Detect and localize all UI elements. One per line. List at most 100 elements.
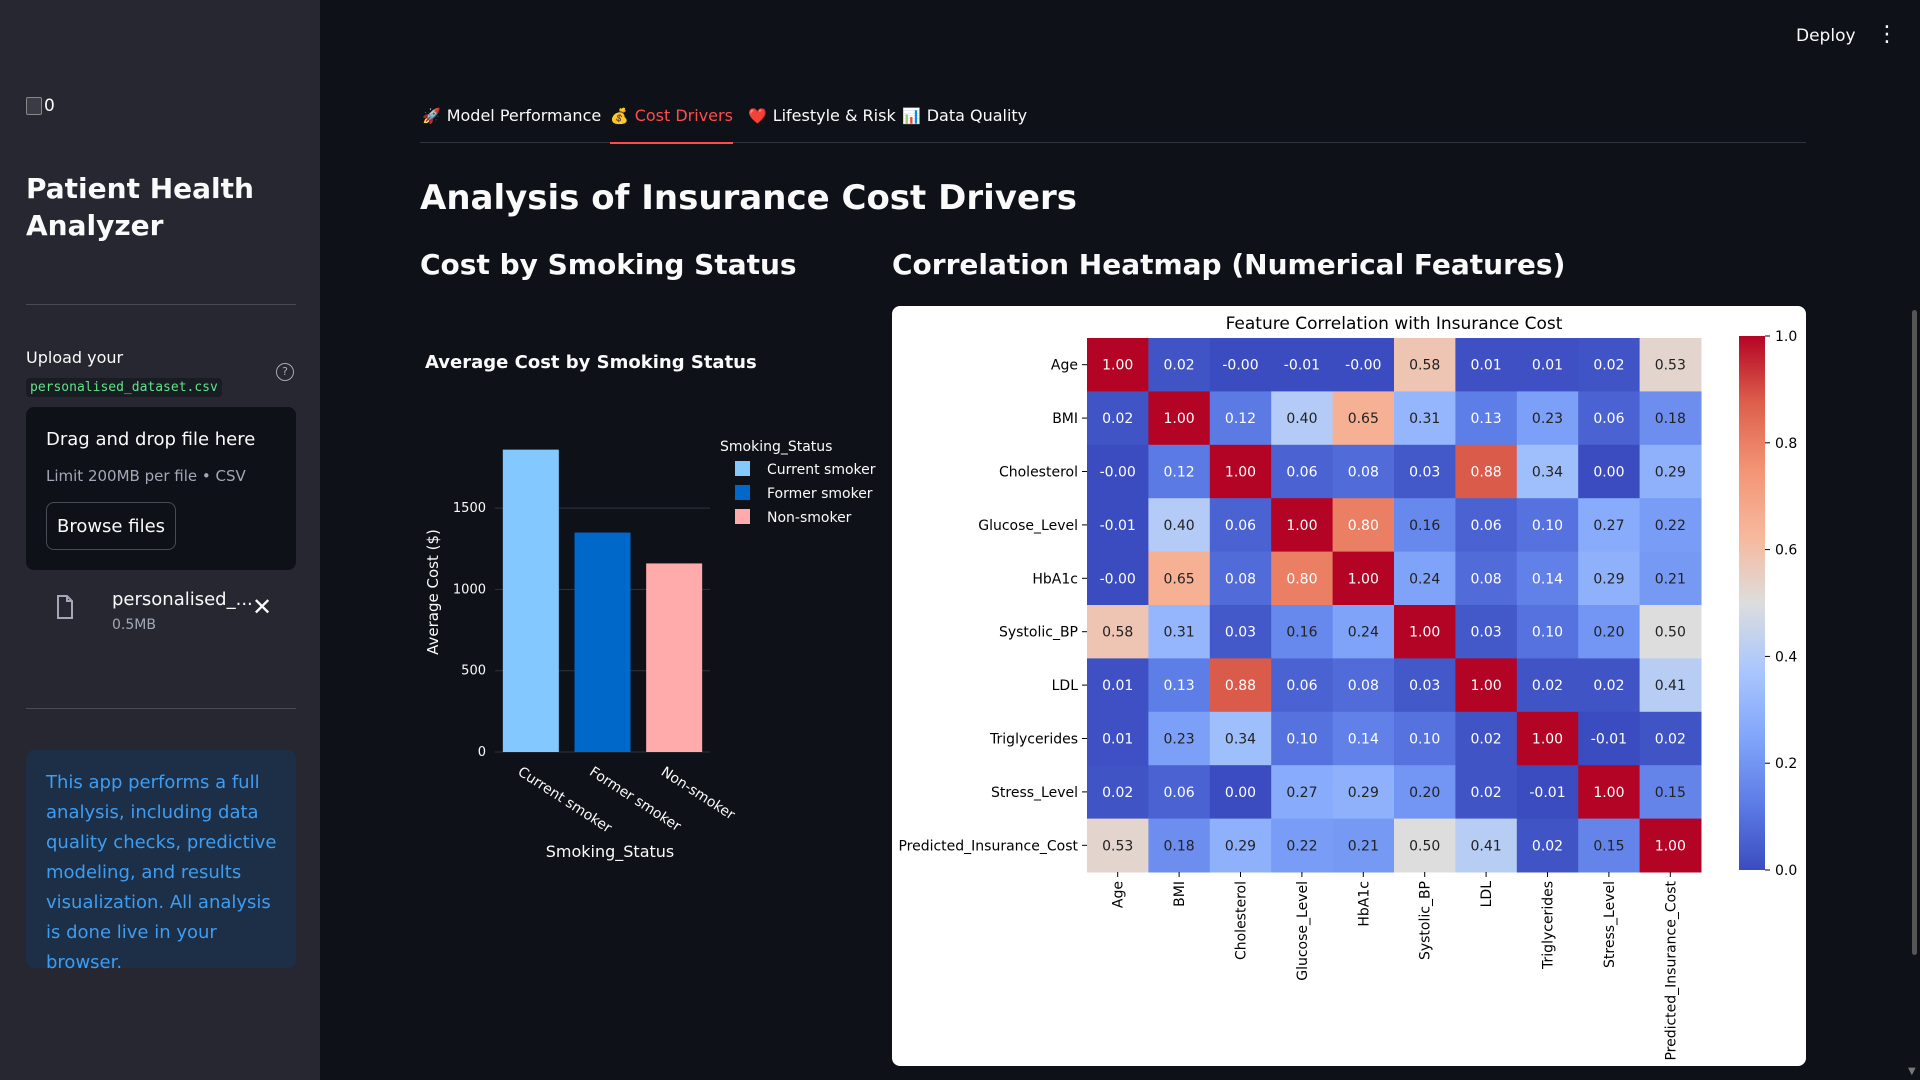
- heatmap-cell-label: 0.80: [1348, 518, 1379, 534]
- heatmap-cell-label: 0.15: [1593, 838, 1624, 854]
- heatmap-cell-label: 0.22: [1655, 518, 1686, 534]
- heatmap-cell: [1394, 765, 1456, 820]
- heatmap-cell-label: 0.06: [1225, 518, 1256, 534]
- heatmap-cell: [1578, 444, 1641, 499]
- bar-chart: Average Cost by Smoking Status 0 500 1000 1…: [424, 352, 876, 862]
- heatmap-cell-label: 0.03: [1409, 465, 1440, 481]
- heatmap-cell-label: 0.02: [1532, 678, 1563, 694]
- heatmap-cell-label: 1.00: [1409, 625, 1440, 641]
- heatmap-cell-label: 0.80: [1286, 571, 1317, 587]
- colorbar-tick-label: 0.4: [1775, 649, 1797, 665]
- heatmap-cell: [1455, 498, 1518, 553]
- logo-alt-text: 0: [44, 96, 55, 116]
- heatmap-cell-label: 0.20: [1593, 625, 1624, 641]
- heatmap-cell: [1516, 551, 1579, 606]
- heatmap-cell: [1087, 818, 1149, 873]
- heatmap-cell: [1516, 391, 1579, 446]
- heatmap-cell: [1271, 444, 1334, 499]
- legend-swatch: [735, 485, 750, 500]
- y-tick-label: 0: [478, 745, 486, 760]
- tab-bar: 🚀 Model Performance 💰 Cost Drivers ❤️ Lifes…: [420, 100, 1806, 144]
- heatmap-cell: [1087, 338, 1149, 392]
- heatmap-col-label: Age: [1111, 881, 1127, 908]
- heatmap-cell: [1332, 338, 1395, 392]
- heatmap-cell-label: 0.03: [1225, 625, 1256, 641]
- bar[interactable]: [574, 532, 631, 752]
- heatmap-cell-label: 0.31: [1409, 411, 1440, 427]
- scroll-down-arrow-icon[interactable]: ▼: [1908, 1066, 1916, 1077]
- heatmap-cell: [1639, 391, 1702, 446]
- heatmap-cell-label: 0.02: [1593, 358, 1624, 374]
- heatmap-cell-label: 0.41: [1471, 838, 1502, 854]
- heatmap-cell-label: 0.22: [1286, 838, 1317, 854]
- heatmap-cell: [1455, 765, 1518, 820]
- colorbar-tick-label: 1.0: [1775, 329, 1797, 345]
- bar[interactable]: [646, 563, 703, 752]
- file-dropzone[interactable]: Drag and drop file here Limit 200MB per …: [26, 407, 296, 570]
- heatmap-cell: [1516, 444, 1579, 499]
- heatmap-cell-label: 0.31: [1164, 625, 1195, 641]
- remove-file-icon[interactable]: ✕: [252, 593, 273, 621]
- heatmap-cell: [1394, 391, 1456, 446]
- upload-label: Upload your: [26, 348, 124, 367]
- tab-cost-drivers[interactable]: 💰 Cost Drivers: [610, 106, 733, 144]
- help-icon[interactable]: ?: [276, 363, 294, 381]
- heatmap-cell: [1516, 711, 1579, 766]
- y-tick-label: 1500: [453, 501, 486, 516]
- heatmap-cell: [1209, 818, 1272, 873]
- bar[interactable]: [502, 449, 559, 752]
- heatmap-cell: [1578, 711, 1641, 766]
- heatmap-cell-label: 0.01: [1471, 358, 1502, 374]
- heatmap-cell-label: 0.65: [1164, 571, 1195, 587]
- heatmap-cell: [1455, 818, 1518, 873]
- heatmap-cell: [1271, 391, 1334, 446]
- heatmap-cell-label: 0.58: [1409, 358, 1440, 374]
- heatmap-cell-label: 0.23: [1164, 732, 1195, 748]
- heatmap-cell-label: 0.20: [1409, 785, 1440, 801]
- deploy-button[interactable]: Deploy: [1796, 26, 1856, 46]
- heatmap-cell-label: 0.06: [1286, 678, 1317, 694]
- heatmap-cell: [1455, 658, 1518, 713]
- colorbar-tick-label: 0.0: [1775, 863, 1797, 879]
- heatmap-cell: [1455, 391, 1518, 446]
- heatmap-cell-label: 0.16: [1286, 625, 1317, 641]
- heatmap-cell: [1578, 605, 1641, 659]
- main-menu-icon[interactable]: ⋮: [1876, 22, 1898, 47]
- tab-lifestyle-risk[interactable]: ❤️ Lifestyle & Risk: [748, 106, 896, 142]
- heatmap-cell: [1394, 444, 1456, 499]
- legend-item: Current smoker: [767, 462, 876, 478]
- heatmap-cell-label: 0.10: [1409, 732, 1440, 748]
- heatmap-cell-label: 0.06: [1471, 518, 1502, 534]
- heatmap-cell-label: 0.01: [1102, 732, 1133, 748]
- heatmap-row-label: Predicted_Insurance_Cost: [898, 838, 1078, 854]
- tab-data-quality[interactable]: 📊 Data Quality: [902, 106, 1027, 142]
- heatmap-cell-label: 0.29: [1593, 571, 1624, 587]
- heatmap-cell-label: 0.00: [1593, 465, 1624, 481]
- heatmap-cell-label: 0.65: [1348, 411, 1379, 427]
- heatmap-cell: [1148, 605, 1211, 659]
- heatmap-cell: [1148, 444, 1211, 499]
- heatmap-cell-label: 0.02: [1102, 785, 1133, 801]
- heatmap-col-label: Systolic_BP: [1418, 881, 1434, 960]
- heatmap-cell-label: 0.08: [1471, 571, 1502, 587]
- tab-model-performance[interactable]: 🚀 Model Performance: [422, 106, 601, 142]
- heatmap-cell-label: -0.00: [1345, 358, 1381, 374]
- heatmap-cell: [1271, 498, 1334, 553]
- browse-files-button[interactable]: Browse files: [46, 502, 176, 550]
- heatmap-cell: [1516, 818, 1579, 873]
- heatmap-cell-label: 0.21: [1655, 571, 1686, 587]
- page-scrollbar[interactable]: [1912, 310, 1917, 955]
- heatmap-cell: [1455, 605, 1518, 659]
- heatmap-cell: [1332, 711, 1395, 766]
- heatmap-cell-label: -0.00: [1222, 358, 1258, 374]
- heatmap-cell: [1639, 444, 1702, 499]
- heatmap-cell: [1578, 818, 1641, 873]
- heatmap-cell: [1332, 391, 1395, 446]
- file-icon: [57, 595, 73, 619]
- heatmap-row-label: Cholesterol: [999, 465, 1078, 481]
- heatmap-cell: [1087, 551, 1149, 606]
- colorbar-tick-label: 0.6: [1775, 543, 1797, 559]
- heatmap-cell-label: 0.02: [1532, 838, 1563, 854]
- heatmap-cell: [1148, 658, 1211, 713]
- heatmap-cell-label: 0.06: [1593, 411, 1624, 427]
